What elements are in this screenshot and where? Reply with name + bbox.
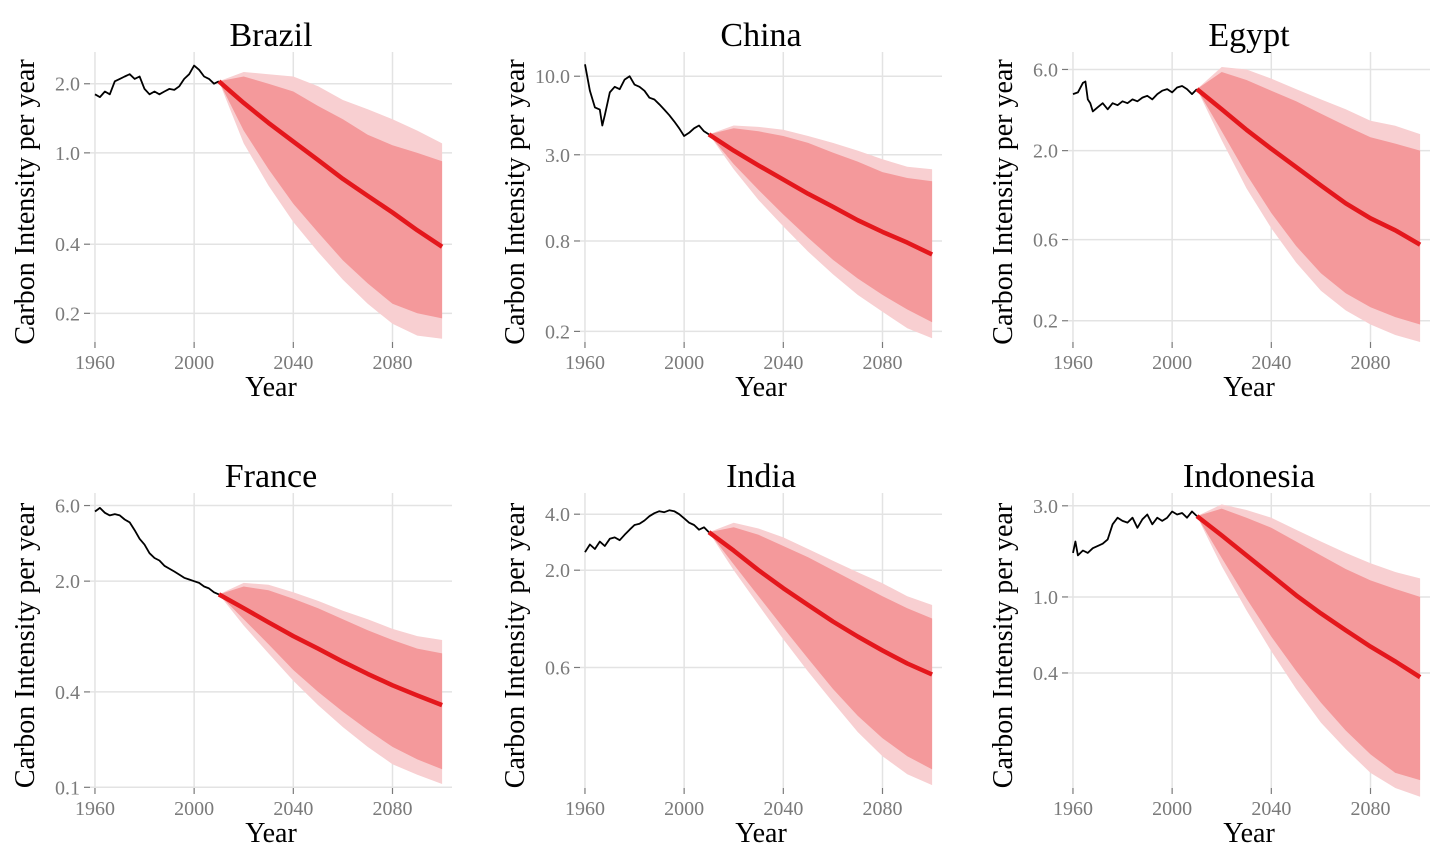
chart-panel-china: 0.2 0.8 3.0 10.0 1960 2000 2040 2080 China Year Ca… [500,17,942,403]
x-tick-label: 2080 [372,352,412,374]
x-tick-label: 2000 [664,352,704,374]
y-tick-label: 2.0 [55,74,80,96]
y-tick-label: 6.0 [1033,59,1058,81]
x-tick-label: 1960 [565,798,605,820]
y-tick-label: 0.2 [1033,311,1058,333]
median-projection-line [217,79,444,249]
historical-line [584,509,710,553]
y-tick-label: 2.0 [55,571,80,593]
panel-title: Brazil [229,17,312,54]
y-tick-label: 3.0 [545,145,570,167]
x-tick-label: 2040 [763,798,803,820]
x-tick-label: 2040 [1251,352,1291,374]
y-tick-label: 6.0 [55,496,80,518]
panel-title: Indonesia [1183,458,1315,495]
prediction-band-80 [1196,508,1421,781]
x-tick-label: 1960 [1053,352,1093,374]
x-tick-label: 2040 [763,352,803,374]
prediction-band-80 [708,128,933,323]
x-tick-label: 1960 [75,352,115,374]
y-tick-label: 0.8 [545,231,570,253]
x-tick-label: 2000 [664,798,704,820]
chart-panel-egypt: 0.2 0.6 2.0 6.0 1960 2000 2040 2080 Egypt Year Car… [988,17,1430,403]
median-projection-line [707,132,934,257]
y-tick-label: 0.2 [545,321,570,343]
prediction-band-80 [218,586,443,770]
median-projection-line [1195,87,1422,247]
x-tick-label: 2040 [273,798,313,820]
x-axis-label: Year [735,372,787,403]
median-projection-line [707,530,934,677]
y-tick-label: 0.6 [545,657,570,679]
historical-line [94,507,220,596]
y-axis-label: Carbon Intensity per year [500,59,531,345]
y-axis-label: Carbon Intensity per year [10,502,41,788]
panel-title: India [726,458,796,495]
prediction-band-80 [1196,72,1421,325]
x-axis-label: Year [245,818,297,849]
x-tick-label: 2080 [1350,352,1390,374]
x-axis-label: Year [1223,818,1275,849]
x-tick-label: 2000 [174,798,214,820]
y-axis-label: Carbon Intensity per year [988,502,1019,788]
historical-line [94,64,220,98]
panel-title: France [225,458,318,495]
y-tick-label: 0.4 [1033,663,1058,685]
y-tick-label: 0.2 [55,303,80,325]
panel-title: China [720,17,801,54]
historical-line [1072,510,1198,557]
y-tick-label: 0.6 [1033,230,1058,252]
panel-title: Egypt [1208,17,1290,54]
x-tick-label: 2000 [1152,798,1192,820]
x-axis-label: Year [735,818,787,849]
y-tick-label: 1.0 [55,143,80,165]
y-tick-label: 3.0 [1033,496,1058,518]
x-tick-label: 2040 [273,352,313,374]
y-tick-label: 1.0 [1033,587,1058,609]
y-axis-label: Carbon Intensity per year [500,502,531,788]
x-tick-label: 1960 [1053,798,1093,820]
y-axis-label: Carbon Intensity per year [10,59,41,345]
x-tick-label: 2080 [372,798,412,820]
median-projection-line [1195,514,1422,680]
y-tick-label: 0.1 [55,777,80,799]
prediction-band-80 [708,527,933,770]
x-tick-label: 2040 [1251,798,1291,820]
y-tick-label: 4.0 [545,504,570,526]
x-axis-label: Year [1223,372,1275,403]
x-tick-label: 1960 [75,798,115,820]
y-tick-label: 2.0 [545,560,570,582]
chart-panel-brazil: 0.2 0.4 1.0 2.0 1960 2000 2040 2080 Brazil Year Ca… [10,17,452,403]
prediction-band-80 [218,76,443,319]
x-axis-label: Year [245,372,297,403]
x-tick-label: 2080 [1350,798,1390,820]
historical-line [1072,80,1198,113]
y-tick-label: 0.4 [55,682,80,704]
y-tick-label: 0.4 [55,234,80,256]
y-tick-label: 2.0 [1033,141,1058,163]
x-tick-label: 1960 [565,352,605,374]
historical-line [584,64,710,137]
x-tick-label: 2080 [862,352,902,374]
chart-panel-india: 0.6 2.0 4.0 1960 2000 2040 2080 India Year Carbon… [500,458,942,849]
x-tick-label: 2000 [1152,352,1192,374]
chart-panel-france: 0.1 0.4 2.0 6.0 1960 2000 2040 2080 France Year Ca… [10,458,452,849]
chart-panel-indonesia: 0.4 1.0 3.0 1960 2000 2040 2080 Indonesia Year Ca… [988,458,1430,849]
y-axis-label: Carbon Intensity per year [988,59,1019,345]
median-projection-line [217,592,443,708]
x-tick-label: 2080 [862,798,902,820]
y-tick-label: 10.0 [535,66,570,88]
x-tick-label: 2000 [174,352,214,374]
